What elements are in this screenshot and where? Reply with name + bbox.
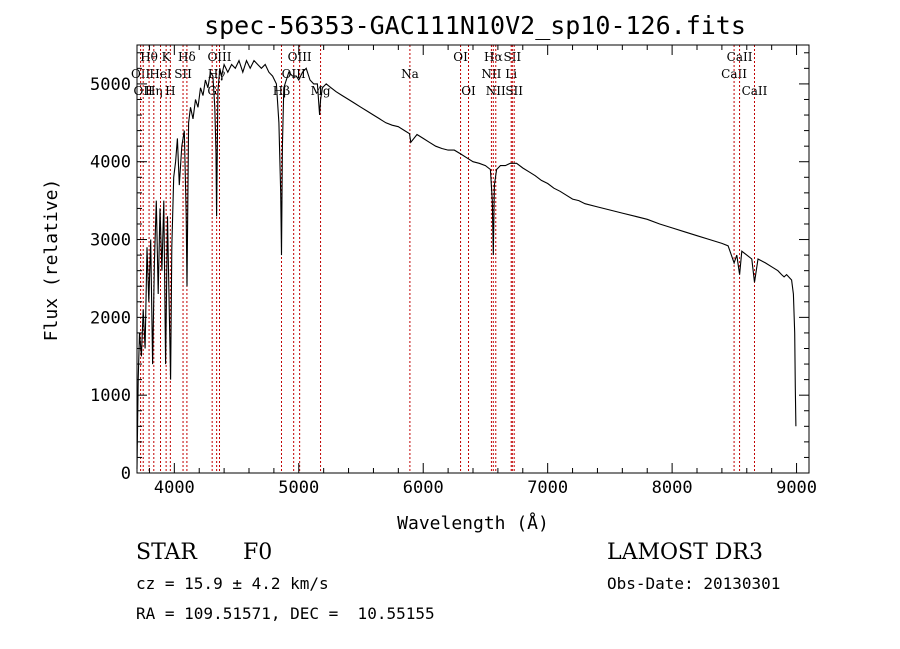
spectral-line-label: OI xyxy=(453,50,468,64)
y-tick-label: 4000 xyxy=(90,153,131,173)
spectral-line-label: SII xyxy=(503,50,521,64)
y-tick-label: 5000 xyxy=(90,75,131,95)
spectral-line-label: Hβ xyxy=(273,84,290,98)
spectral-line-label: CaII xyxy=(721,67,747,81)
spectral-line-label: OI xyxy=(461,84,476,98)
ra-dec-coordinates: RA = 109.51571, DEC = 10.55155 xyxy=(136,604,435,623)
spectral-line-label: HeI xyxy=(149,67,172,81)
spectral-line-label: G xyxy=(207,84,217,98)
y-tick-label: 3000 xyxy=(90,231,131,251)
spectral-line-label: Mg xyxy=(311,84,331,98)
spectral-line-label: OIII xyxy=(288,50,312,64)
spectral-line-label: Na xyxy=(401,67,419,81)
y-tick-label: 2000 xyxy=(90,308,131,328)
survey-name: LAMOST DR3 xyxy=(607,540,763,565)
spectral-line-label: Hη xyxy=(145,84,163,98)
observation-date: Obs-Date: 20130301 xyxy=(607,574,781,593)
x-tick-label: 6000 xyxy=(403,478,444,498)
spectral-line-label: Li xyxy=(505,67,517,81)
spectral-line-label: OIII xyxy=(282,67,306,81)
x-tick-label: 4000 xyxy=(154,478,195,498)
spectral-line-label: SII xyxy=(174,67,192,81)
spectral-line-label: SII xyxy=(505,84,523,98)
spectral-line-label: OII xyxy=(134,84,154,98)
spectral-line-label: NII xyxy=(481,67,501,81)
spectral-line-label: OIII xyxy=(207,50,231,64)
chart-title: spec-56353-GAC111N10V2_sp10-126.fits xyxy=(204,11,746,40)
spectral-line-markers: OII OII Hθ Hη HeI K H SII Hδ G Hγ OIII Hβ OIII OIII Mg N… xyxy=(131,45,768,473)
spectral-line-label: Hα xyxy=(484,50,503,64)
spectral-line-label: Hθ xyxy=(140,50,158,64)
spectral-line-label: CaII xyxy=(727,50,753,64)
spectral-line-label: Hγ xyxy=(208,67,226,81)
y-axis-label: Flux (relative) xyxy=(41,179,62,342)
object-class: STAR xyxy=(136,540,197,565)
plot-frame xyxy=(136,44,810,474)
spectral-line-label: OII xyxy=(131,67,151,81)
spectral-line-label: CaII xyxy=(742,84,768,98)
flux-series-line xyxy=(136,59,797,470)
x-tick-label: 9000 xyxy=(776,478,817,498)
redshift-cz: cz = 15.9 ± 4.2 km/s xyxy=(136,574,329,593)
y-tick-label: 0 xyxy=(121,464,131,484)
spectral-line-label: Hδ xyxy=(178,50,196,64)
spectral-line-label: H xyxy=(165,84,175,98)
y-tick-label: 1000 xyxy=(90,386,131,406)
x-tick-label: 8000 xyxy=(652,478,693,498)
y-axis-ticks: 0 1000 2000 3000 4000 5000 xyxy=(90,52,809,484)
x-tick-label: 5000 xyxy=(278,478,319,498)
x-tick-label: 7000 xyxy=(527,478,568,498)
spectral-subclass: F0 xyxy=(243,540,273,565)
x-axis-ticks: 4000 5000 6000 7000 8000 9000 xyxy=(148,45,817,498)
spectral-line-label: K xyxy=(162,50,172,64)
spectral-line-label: NII xyxy=(486,84,506,98)
x-axis-label: Wavelength (Å) xyxy=(397,512,549,534)
